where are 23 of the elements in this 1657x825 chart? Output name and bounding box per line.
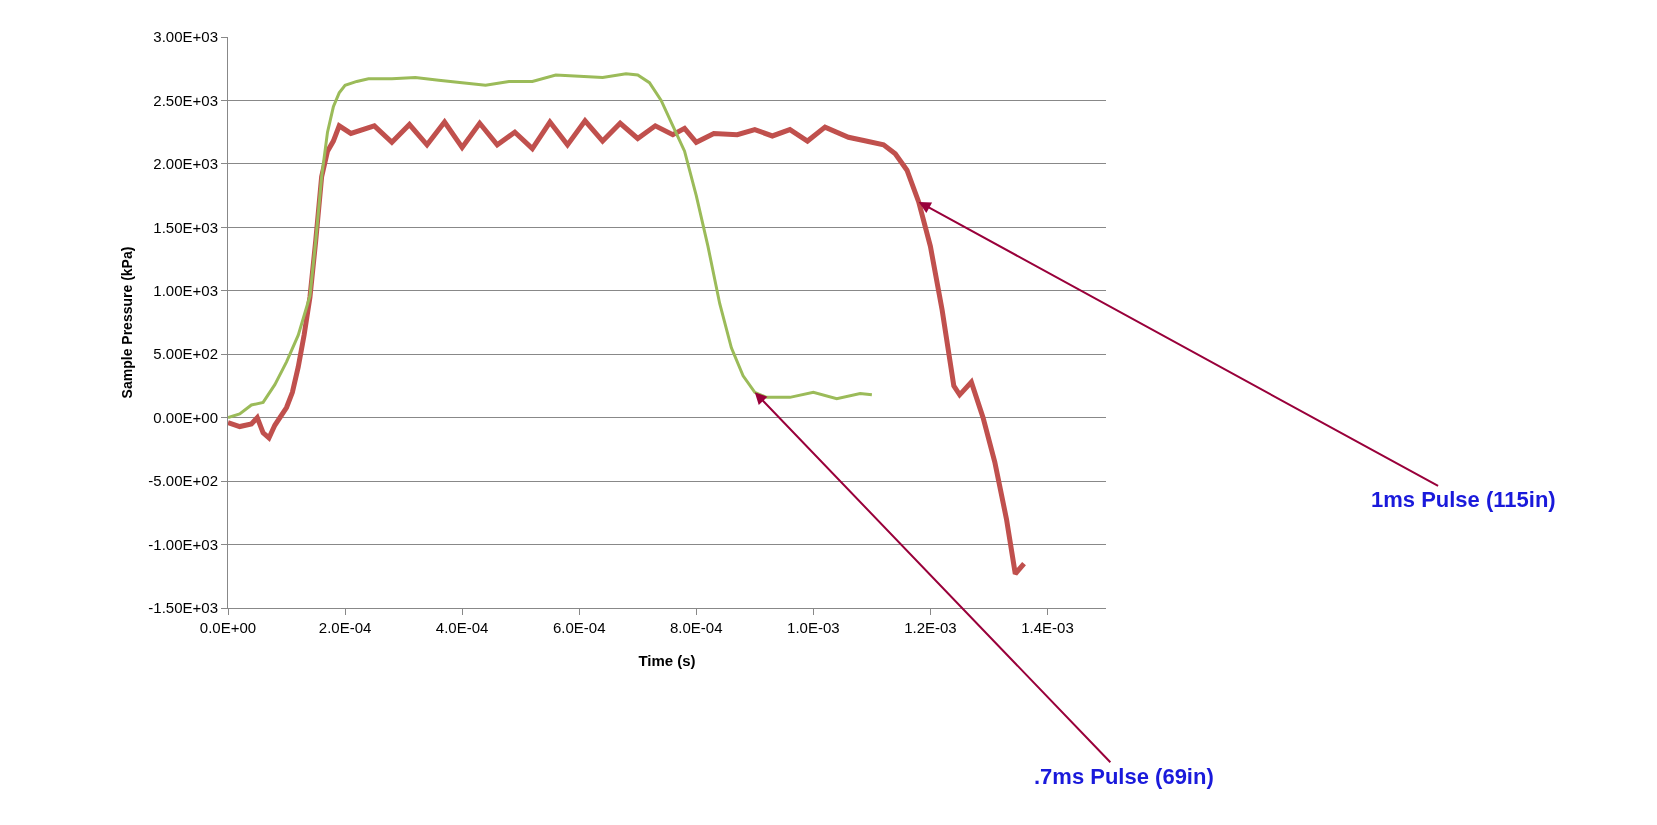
x-tick-label: 1.2E-03 — [904, 619, 957, 636]
x-tick-label: 1.0E-03 — [787, 619, 840, 636]
y-tick-label: 2.00E+03 — [153, 155, 218, 173]
y-tick-label: 1.00E+03 — [153, 282, 218, 300]
annotation: 1ms Pulse (115in) — [1371, 487, 1556, 512]
x-axis-title: Time (s) — [638, 652, 696, 669]
line-series — [228, 72, 874, 420]
y-tick-label: 0.00E+00 — [153, 408, 218, 426]
y-tick-label: 2.50E+03 — [153, 91, 218, 109]
x-tick-label: 8.0E-04 — [670, 619, 723, 636]
y-tick-label: 3.00E+03 — [153, 28, 218, 46]
y-tick-label: -5.00E+02 — [148, 472, 218, 490]
annotation: .7ms Pulse (69in) — [1034, 764, 1214, 789]
x-tick-label: 2.0E-04 — [318, 619, 372, 636]
y-axis-title: Sample Pressure (kPa) — [118, 246, 135, 399]
x-tick-label: 0.0E+00 — [199, 619, 257, 636]
y-tick-label: -1.00E+03 — [148, 535, 218, 553]
x-tick-label: 4.0E-04 — [435, 619, 489, 636]
y-tick-label: 5.00E+02 — [153, 345, 218, 363]
y-tick-label: 1.50E+03 — [153, 218, 218, 236]
x-tick-label: 1.4E-03 — [1021, 619, 1074, 636]
y-tick-label: -1.50E+03 — [148, 599, 218, 617]
x-tick-label: 6.0E-04 — [552, 619, 606, 636]
